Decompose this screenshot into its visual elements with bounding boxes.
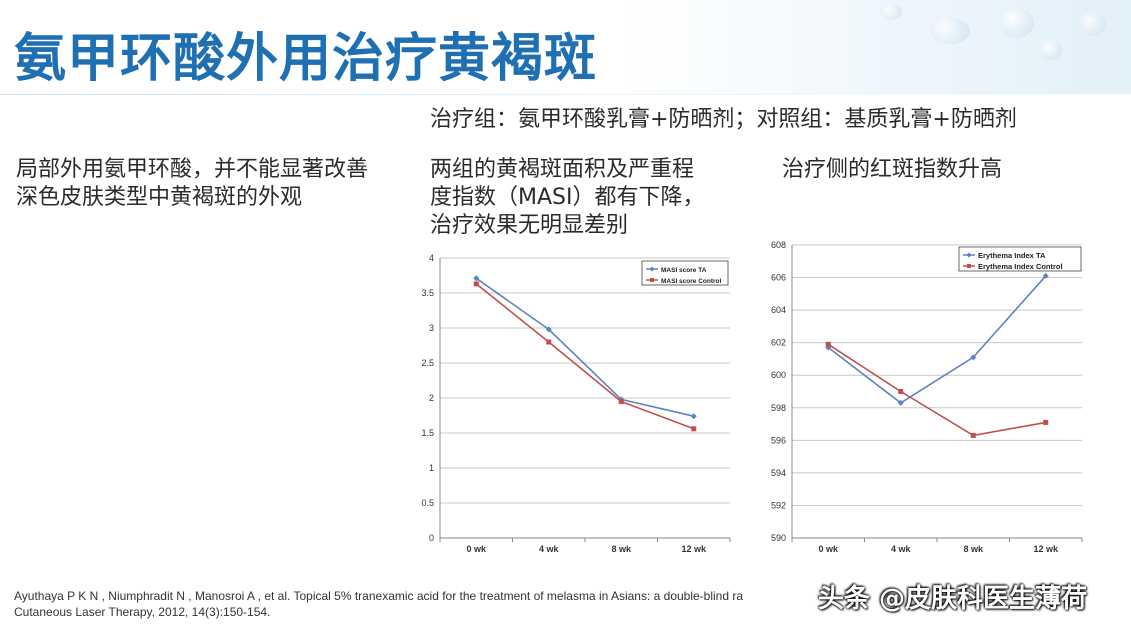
data-point — [825, 344, 832, 351]
legend-label: Erythema Index TA — [978, 251, 1046, 260]
decorative-bubble — [1040, 40, 1062, 60]
erythema-chart: 590 592 594 596 598 600 602 604 606 608 0 wk 4 wk 8 … — [771, 240, 1083, 554]
data-point — [545, 326, 552, 333]
y-tick-label: 3.5 — [421, 288, 434, 298]
decorative-bubble — [930, 18, 970, 44]
data-point — [546, 339, 552, 345]
data-point — [1043, 419, 1049, 425]
study-groups-text: 治疗组：氨甲环酸乳膏+防晒剂；对照组：基质乳膏+防晒剂 — [430, 107, 1017, 132]
y-tick-label: 3 — [429, 323, 434, 333]
y-tick-label: 592 — [771, 500, 786, 510]
data-point — [1042, 272, 1049, 279]
conclusion-text: 局部外用氨甲环酸，并不能显著改善 深色皮肤类型中黄褐斑的外观 — [16, 156, 368, 212]
decorative-bubble — [1080, 12, 1106, 36]
reference-line: Ayuthaya P K N , Niumphradit N , Manosro… — [14, 589, 744, 603]
data-point — [618, 399, 624, 404]
y-tick-label: 604 — [771, 305, 786, 315]
legend-marker — [650, 278, 654, 282]
legend-label: MASI score Control — [661, 278, 722, 285]
data-point — [970, 354, 977, 361]
y-tick-label: 598 — [771, 403, 786, 413]
y-tick-label: 2.5 — [421, 358, 434, 368]
legend-label: MASI score TA — [661, 267, 707, 274]
decorative-bubble — [1000, 8, 1034, 38]
y-tick-label: 608 — [771, 240, 786, 250]
x-tick-label: 4 wk — [539, 544, 560, 554]
reference-citation: Ayuthaya P K N , Niumphradit N , Manosro… — [14, 588, 743, 620]
reference-line: Cutaneous Laser Therapy, 2012, 14(3):150… — [14, 605, 271, 619]
header-divider — [0, 94, 1131, 95]
y-tick-label: 590 — [771, 533, 786, 543]
y-tick-label: 1.5 — [421, 428, 434, 438]
decorative-bubble — [880, 4, 902, 20]
y-tick-label: 602 — [771, 338, 786, 348]
series-line — [827, 343, 1046, 437]
series-line — [827, 275, 1047, 404]
y-tick-label: 1 — [429, 463, 434, 473]
watermark: 头条 @皮肤科医生薄荷 — [818, 584, 1088, 614]
y-tick-label: 596 — [771, 435, 786, 445]
data-point — [825, 341, 831, 347]
conclusion-line: 深色皮肤类型中黄褐斑的外观 — [16, 185, 303, 210]
legend-marker — [649, 266, 655, 272]
legend-box — [641, 260, 729, 286]
data-point — [691, 426, 697, 432]
y-tick-label: 4 — [429, 253, 434, 263]
legend-marker — [966, 252, 972, 258]
masi-finding-text: 两组的黄褐斑面积及严重程 度指数（MASI）都有下降， 治疗效果无明显差别 — [430, 156, 705, 240]
y-tick-label: 594 — [771, 468, 786, 478]
conclusion-line: 局部外用氨甲环酸，并不能显著改善 — [16, 157, 369, 182]
x-tick-label: 12 wk — [681, 544, 707, 554]
x-tick-label: 8 wk — [611, 544, 632, 554]
data-point — [690, 413, 697, 420]
masi-finding-line: 两组的黄褐斑面积及严重程 — [430, 157, 695, 182]
data-point — [970, 432, 976, 438]
erythema-finding-text: 治疗侧的红斑指数升高 — [782, 157, 1003, 182]
header-background — [0, 0, 1131, 95]
x-tick-label: 12 wk — [1033, 544, 1059, 554]
y-tick-label: 2 — [429, 393, 434, 403]
masi-chart: 0 0.5 1 1.5 2 2.5 3 3.5 4 0 wk 4 wk 8 wk 12 wk MASI s… — [421, 253, 731, 554]
data-point — [898, 389, 904, 394]
masi-finding-line: 度指数（MASI）都有下降， — [430, 185, 705, 210]
y-tick-label: 600 — [771, 370, 786, 380]
legend-box — [958, 246, 1082, 272]
y-tick-label: 0 — [429, 533, 434, 543]
slide-title: 氨甲环酸外用治疗黄褐斑 — [14, 29, 598, 89]
masi-finding-line: 治疗效果无明显差别 — [430, 213, 629, 238]
legend-label: Erythema Index Control — [978, 262, 1063, 271]
data-point — [473, 275, 480, 282]
y-tick-label: 0.5 — [421, 498, 434, 508]
series-line — [475, 277, 694, 417]
x-tick-label: 8 wk — [963, 544, 984, 554]
x-tick-label: 0 wk — [466, 544, 487, 554]
x-tick-label: 4 wk — [891, 544, 912, 554]
legend-marker — [967, 264, 971, 268]
data-point — [473, 281, 479, 287]
data-point — [897, 399, 904, 406]
series-line — [475, 283, 695, 430]
x-tick-label: 0 wk — [818, 544, 839, 554]
y-tick-label: 606 — [771, 273, 786, 283]
